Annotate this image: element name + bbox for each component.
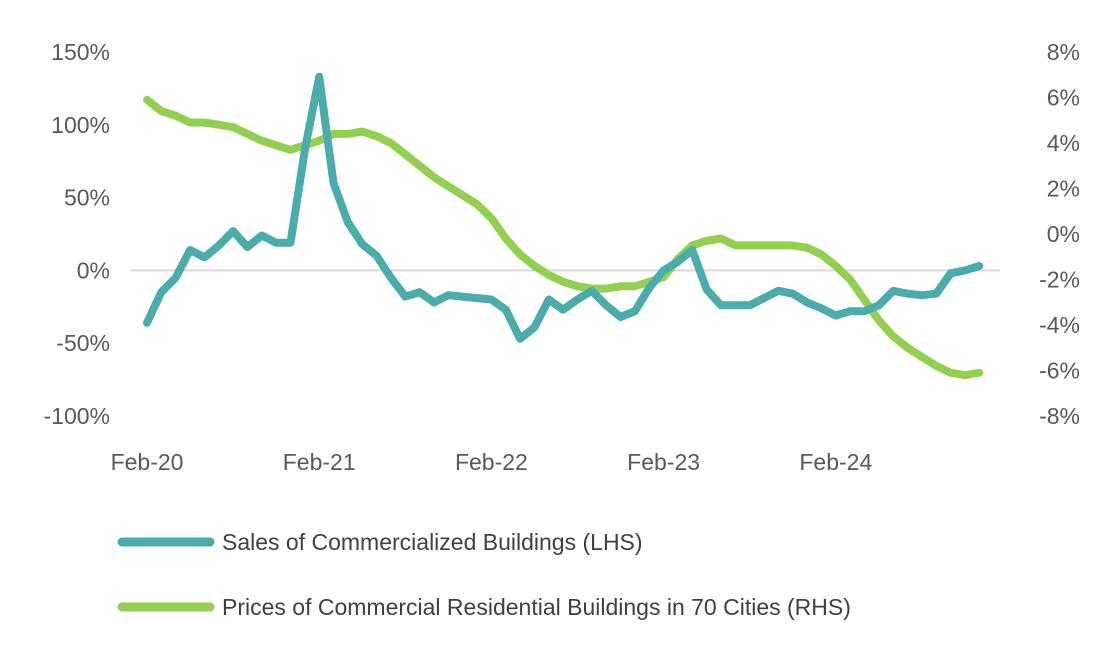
- x-tick-label: Feb-22: [455, 449, 528, 475]
- left-y-axis: 150% 100% 50% 0% -50% -100%: [44, 39, 110, 429]
- right-y-tick-label: 4%: [1047, 130, 1080, 156]
- series-line-prices: [143, 95, 984, 380]
- right-y-tick-label: -6%: [1039, 358, 1080, 384]
- right-y-tick-label: -2%: [1039, 267, 1080, 293]
- series-line-sales: [143, 72, 984, 343]
- left-y-tick-label: -100%: [44, 403, 110, 429]
- right-y-tick-label: 0%: [1047, 221, 1080, 247]
- right-y-axis: 8% 6% 4% 2% 0% -2% -4% -6% -8%: [1039, 39, 1080, 429]
- right-y-tick-label: -4%: [1039, 312, 1080, 338]
- x-tick-label: Feb-23: [627, 449, 700, 475]
- left-y-tick-label: 50%: [64, 185, 110, 211]
- legend-item-sales: Sales of Commercialized Buildings (LHS): [117, 529, 643, 555]
- legend: Sales of Commercialized Buildings (LHS) …: [117, 529, 851, 620]
- left-y-tick-label: 0%: [77, 257, 110, 283]
- x-tick-label: Feb-21: [283, 449, 356, 475]
- right-y-tick-label: -8%: [1039, 403, 1080, 429]
- right-y-tick-label: 6%: [1047, 85, 1080, 111]
- x-tick-label: Feb-24: [799, 449, 872, 475]
- legend-label-sales: Sales of Commercialized Buildings (LHS): [222, 529, 643, 555]
- left-y-tick-label: 150%: [51, 39, 110, 65]
- right-y-tick-label: 2%: [1047, 176, 1080, 202]
- left-y-tick-label: -50%: [56, 330, 110, 356]
- legend-item-prices: Prices of Commercial Residential Buildin…: [117, 594, 851, 620]
- left-y-tick-label: 100%: [51, 112, 110, 138]
- x-tick-label: Feb-20: [111, 449, 184, 475]
- x-axis: Feb-20 Feb-21 Feb-22 Feb-23 Feb-24: [111, 449, 873, 475]
- plot-area: [143, 72, 984, 380]
- right-y-tick-label: 8%: [1047, 39, 1080, 65]
- legend-label-prices: Prices of Commercial Residential Buildin…: [222, 594, 851, 620]
